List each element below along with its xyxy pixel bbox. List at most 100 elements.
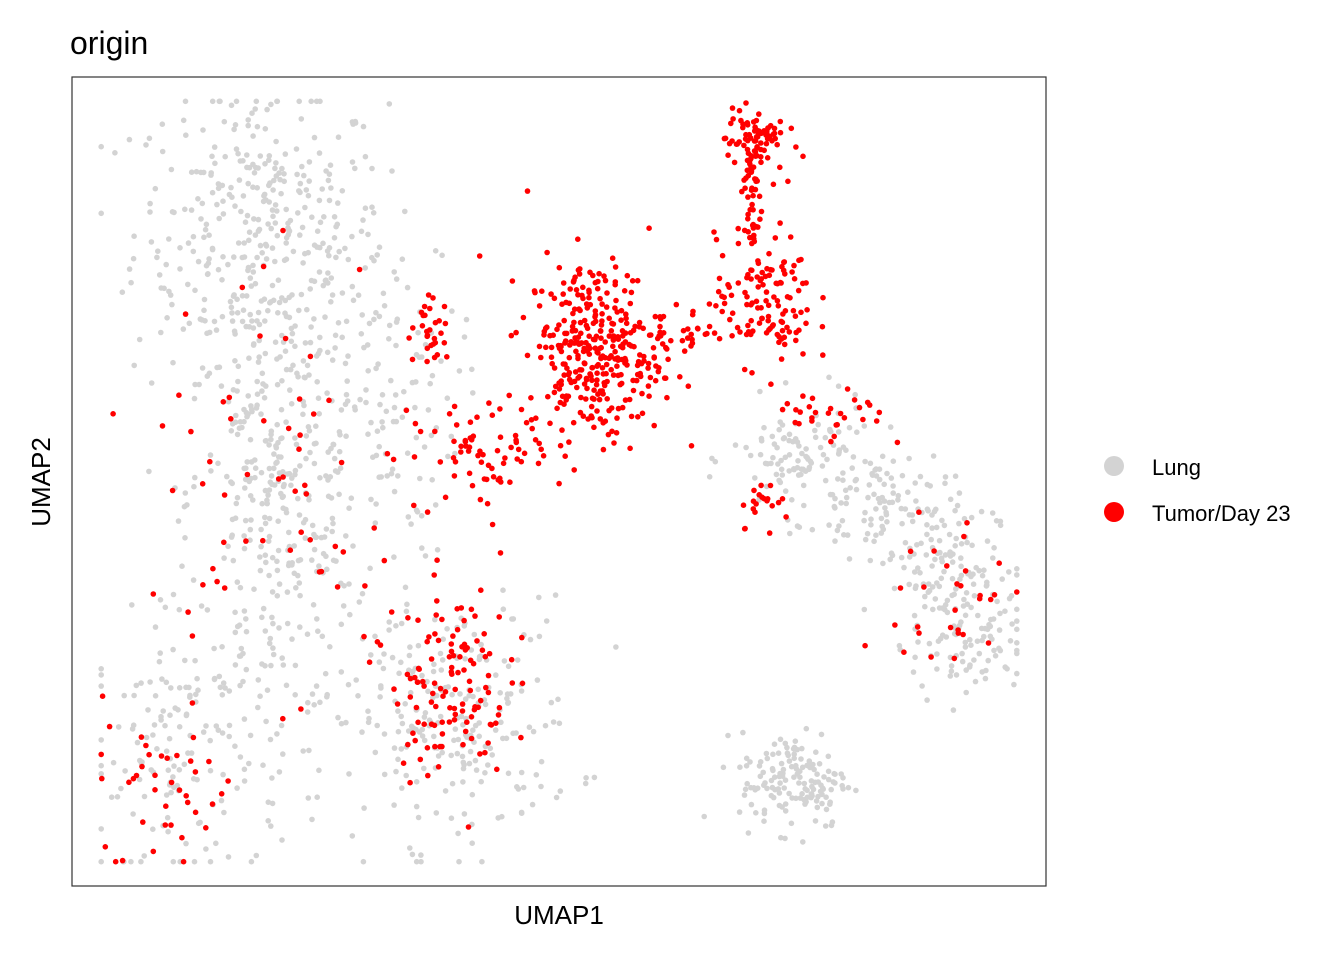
point-lung: [274, 381, 281, 388]
point-tumor: [200, 582, 206, 588]
point-lung: [460, 779, 466, 785]
point-tumor: [513, 437, 519, 444]
point-lung: [985, 657, 991, 664]
point-lung: [988, 616, 994, 623]
point-lung: [812, 434, 819, 441]
point-lung: [880, 526, 887, 533]
point-lung: [325, 449, 332, 455]
point-lung: [538, 783, 544, 790]
point-lung: [296, 307, 302, 314]
point-lung: [377, 694, 383, 700]
point-lung: [504, 691, 511, 697]
point-tumor: [468, 735, 475, 742]
point-lung: [952, 507, 958, 514]
point-lung: [393, 623, 399, 629]
point-lung: [283, 682, 290, 689]
point-lung: [272, 258, 278, 265]
point-lung: [777, 419, 783, 425]
point-lung: [917, 473, 924, 480]
point-tumor: [764, 155, 771, 161]
point-lung: [800, 839, 806, 845]
point-lung: [164, 315, 170, 321]
point-tumor: [952, 607, 958, 613]
point-lung: [799, 764, 806, 771]
point-lung: [199, 200, 206, 207]
point-lung: [269, 775, 275, 781]
point-lung: [198, 216, 204, 222]
point-lung: [430, 694, 436, 701]
point-lung: [248, 858, 255, 865]
point-lung: [518, 688, 525, 694]
point-tumor: [608, 328, 615, 334]
point-lung: [250, 269, 257, 275]
point-tumor: [485, 462, 492, 469]
point-lung: [165, 828, 171, 835]
point-tumor: [450, 652, 457, 659]
point-lung: [1011, 681, 1017, 688]
point-lung: [425, 407, 432, 413]
point-tumor: [763, 289, 770, 295]
point-lung: [455, 736, 462, 743]
point-lung: [840, 477, 846, 484]
point-lung: [414, 509, 421, 515]
point-lung: [281, 171, 287, 177]
point-lung: [1014, 566, 1020, 572]
point-lung: [439, 252, 445, 259]
point-tumor: [722, 135, 729, 142]
point-tumor: [745, 194, 751, 200]
point-lung: [419, 733, 426, 739]
point-tumor: [663, 344, 669, 351]
point-lung: [216, 98, 223, 105]
point-lung: [613, 644, 619, 650]
point-lung: [949, 575, 956, 582]
point-lung: [470, 727, 476, 733]
point-lung: [269, 554, 276, 561]
point-lung: [300, 748, 307, 754]
point-lung: [386, 619, 393, 625]
point-lung: [98, 666, 104, 672]
point-lung: [292, 662, 299, 669]
point-tumor: [110, 411, 116, 417]
point-lung: [232, 515, 239, 521]
point-lung: [262, 241, 269, 248]
point-lung: [263, 383, 269, 389]
point-lung: [204, 607, 211, 613]
point-lung: [225, 261, 231, 268]
point-lung: [399, 720, 406, 727]
point-lung: [317, 699, 323, 706]
point-lung: [130, 811, 136, 817]
point-lung: [324, 248, 331, 254]
point-lung: [269, 614, 275, 621]
point-tumor: [475, 452, 481, 459]
point-lung: [806, 758, 813, 764]
point-lung: [257, 242, 264, 249]
point-lung: [884, 519, 890, 525]
point-lung: [487, 745, 494, 752]
point-lung: [817, 444, 824, 451]
point-tumor: [637, 352, 643, 358]
point-tumor: [424, 638, 431, 645]
point-lung: [247, 436, 254, 443]
point-tumor: [744, 120, 751, 126]
point-tumor: [645, 360, 652, 367]
point-tumor: [792, 419, 798, 426]
point-tumor: [448, 648, 455, 655]
point-lung: [461, 811, 468, 817]
point-lung: [307, 286, 314, 292]
point-lung: [247, 493, 254, 499]
point-tumor: [261, 418, 267, 424]
point-lung: [239, 293, 246, 299]
point-lung: [801, 502, 807, 509]
point-lung: [964, 601, 971, 607]
point-tumor: [410, 730, 416, 736]
point-tumor: [577, 266, 583, 272]
point-tumor: [556, 480, 562, 487]
point-lung: [282, 348, 289, 355]
point-lung: [825, 776, 832, 783]
point-lung: [131, 233, 137, 239]
point-tumor: [757, 216, 763, 222]
point-tumor: [430, 341, 437, 347]
point-lung: [872, 467, 878, 473]
point-tumor: [584, 385, 590, 392]
point-lung: [182, 657, 188, 664]
